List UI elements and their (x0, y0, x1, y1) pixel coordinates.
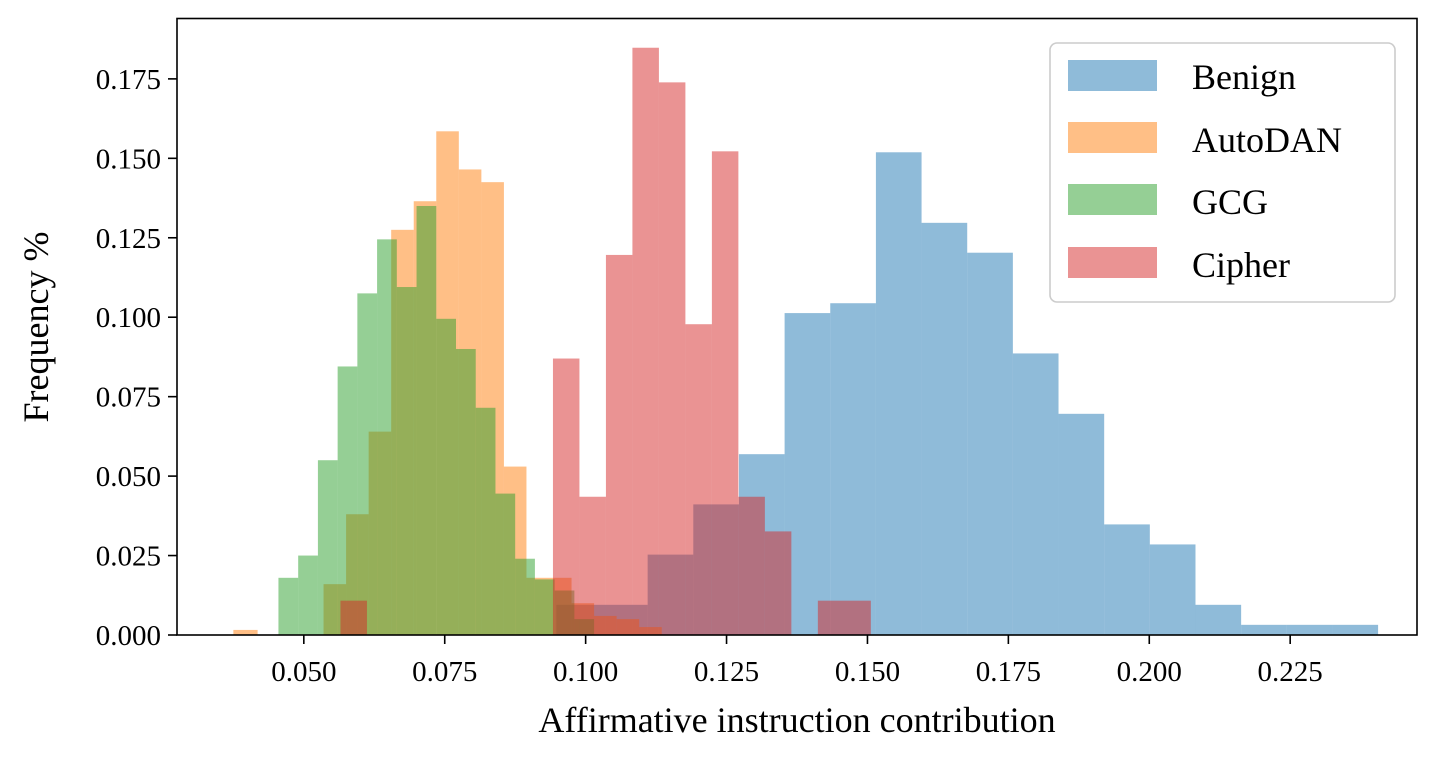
y-tick-label: 0.050 (96, 461, 161, 493)
bar-cipher-7 (711, 151, 739, 635)
bar-benign-12 (1104, 524, 1150, 635)
legend-swatch-cipher (1068, 247, 1157, 278)
y-tick-label: 0.125 (96, 223, 161, 255)
x-tick-label: 0.075 (412, 656, 477, 688)
legend-box (1049, 42, 1396, 303)
x-tick-label: 0.100 (553, 656, 618, 688)
bar-cipher-8 (738, 496, 765, 635)
y-tick-label: 0.175 (96, 64, 161, 96)
bar-gcg-5 (377, 239, 397, 636)
bar-gcg-11 (495, 493, 516, 635)
bar-cipher-9 (764, 531, 792, 635)
bar-cipher-5 (658, 82, 686, 636)
bar-benign-9 (967, 252, 1013, 635)
x-tick-label: 0.150 (835, 656, 900, 688)
bar-autodan-0 (233, 629, 258, 635)
bar-benign-16 (1286, 624, 1333, 635)
bar-gcg-8 (436, 318, 456, 635)
bar-benign-5 (784, 313, 831, 635)
legend-label-autodan: AutoDAN (1192, 120, 1342, 160)
bar-gcg-6 (396, 287, 417, 635)
bar-benign-15 (1241, 624, 1287, 635)
bar-benign-11 (1058, 413, 1105, 635)
bar-cipher-6 (685, 324, 712, 635)
bar-cipher-2 (579, 496, 606, 635)
x-tick-label: 0.225 (1258, 656, 1323, 688)
bar-cipher-3 (605, 254, 633, 635)
bar-gcg-7 (416, 205, 437, 636)
x-tick-label: 0.050 (271, 656, 336, 688)
bar-benign-10 (1012, 353, 1059, 635)
bar-benign-13 (1149, 544, 1196, 635)
bar-benign-7 (875, 152, 922, 636)
y-axis-label: Frequency % (16, 232, 56, 423)
bar-cipher-1 (552, 358, 580, 635)
legend: Benign AutoDAN GCG Cipher (1049, 42, 1396, 303)
bar-cipher-10 (817, 600, 871, 635)
x-tick-label: 0.175 (976, 656, 1041, 688)
legend-swatch-autodan (1068, 122, 1157, 153)
x-tick-label: 0.125 (694, 656, 759, 688)
x-ticks: 0.050 0.075 0.100 0.125 0.150 0.175 0.200 0.225 (271, 635, 1323, 688)
bar-gcg-13 (534, 579, 555, 635)
x-axis-label: Affirmative instruction contribution (538, 700, 1055, 740)
x-tick-label: 0.200 (1117, 656, 1182, 688)
bar-gcg-1 (298, 555, 318, 635)
legend-swatch-gcg (1068, 184, 1157, 215)
bar-gcg-2 (317, 460, 338, 635)
y-tick-label: 0.075 (96, 382, 161, 414)
y-ticks: 0.000 0.025 0.050 0.075 0.100 0.125 0.150 0.175 (96, 64, 177, 652)
bar-gcg-0 (278, 577, 299, 635)
bar-gcg-3 (337, 366, 358, 635)
bar-gcg-12 (515, 558, 535, 635)
y-tick-label: 0.100 (96, 302, 161, 334)
bar-benign-17 (1332, 624, 1379, 635)
legend-label-benign: Benign (1192, 57, 1296, 97)
bar-benign-8 (921, 222, 968, 635)
bar-gcg-9 (456, 348, 476, 635)
legend-swatch-benign (1068, 60, 1157, 91)
y-tick-label: 0.000 (96, 620, 161, 652)
bar-gcg-10 (475, 407, 496, 635)
bar-gcg-4 (357, 293, 378, 635)
legend-label-gcg: GCG (1192, 182, 1268, 222)
bar-benign-14 (1195, 604, 1242, 635)
legend-label-cipher: Cipher (1192, 245, 1290, 285)
bar-cipher-0 (340, 600, 367, 635)
bars-layer (233, 47, 1379, 636)
bar-cipher-4 (632, 47, 659, 636)
bar-benign-6 (830, 303, 876, 635)
y-tick-label: 0.025 (96, 541, 161, 573)
axes-frame (176, 17, 1418, 636)
y-tick-label: 0.150 (96, 143, 161, 175)
